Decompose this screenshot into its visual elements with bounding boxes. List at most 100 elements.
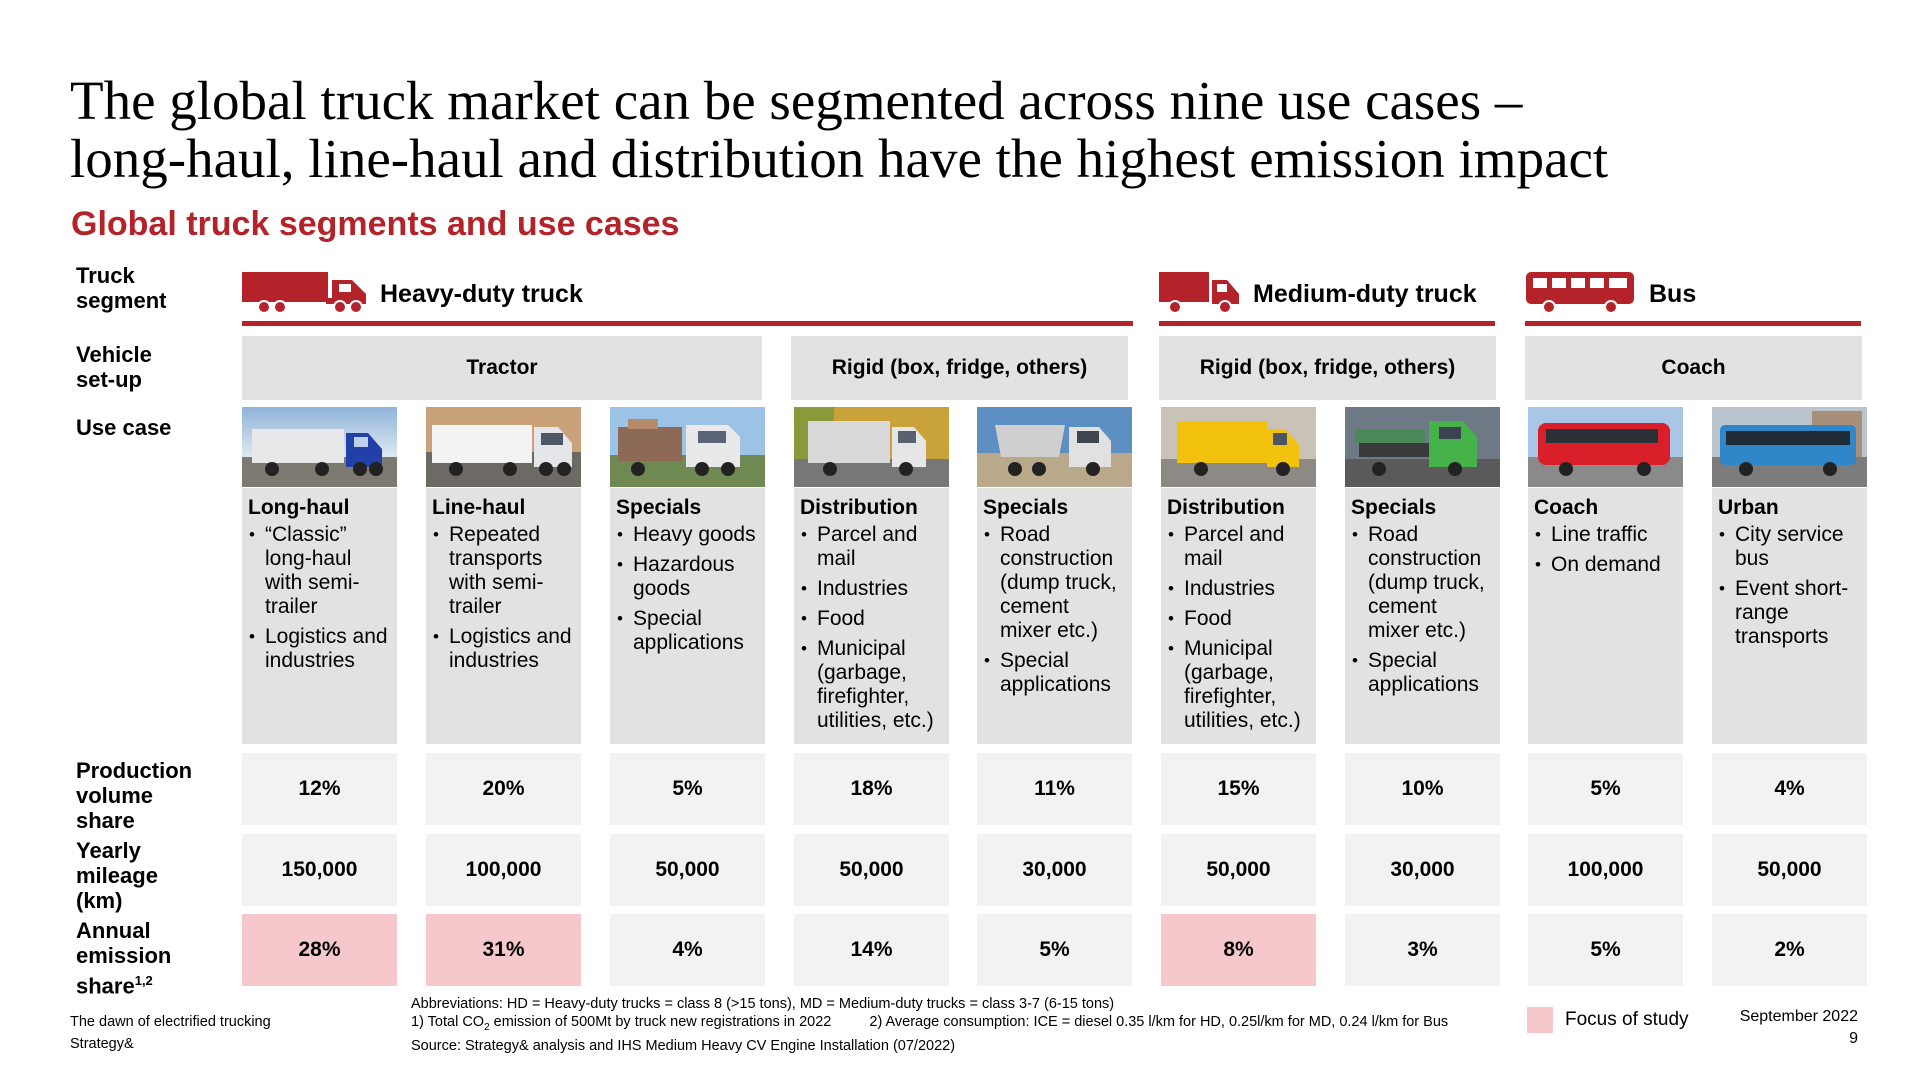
bullet: Special applications (616, 607, 759, 655)
setup-tractor: Tractor (242, 336, 762, 400)
footnote-line: 1) Total CO2 emission of 500Mt by truck … (411, 1014, 1449, 1033)
emission-share-focus: 31% (426, 914, 581, 986)
row-label-mileage: Yearly mileage (km) (76, 838, 158, 913)
use-case-name: Distribution (1167, 496, 1285, 519)
yearly-mileage: 50,000 (610, 834, 765, 906)
use-case-column: Long-haul “Classic” long-haul with semi-… (242, 407, 397, 744)
page-number: 9 (1849, 1030, 1858, 1047)
use-case-box: Specials Heavy goods Hazardous goods Spe… (610, 488, 765, 744)
yearly-mileage: 30,000 (1345, 834, 1500, 906)
emission-share-focus: 28% (242, 914, 397, 986)
yearly-mileage: 30,000 (977, 834, 1132, 906)
use-case-box: Specials Road construction (dump truck, … (977, 488, 1132, 744)
segment-medium-duty: Medium-duty truck (1159, 268, 1495, 326)
abbreviations-note: Abbreviations: HD = Heavy-duty trucks = … (411, 996, 1115, 1012)
segment-label: Medium-duty truck (1253, 280, 1477, 308)
emission-share: 14% (794, 914, 949, 986)
emission-share: 3% (1345, 914, 1500, 986)
brand-name: Strategy& (70, 1036, 134, 1052)
emission-share: 2% (1712, 914, 1867, 986)
use-case-name: Specials (616, 496, 702, 519)
bullet: On demand (1534, 553, 1677, 577)
production-share: 20% (426, 753, 581, 825)
production-share: 18% (794, 753, 949, 825)
use-case-bullets: Line traffic On demand (1534, 523, 1677, 577)
production-share: 10% (1345, 753, 1500, 825)
production-share: 15% (1161, 753, 1316, 825)
line-haul-truck-photo (426, 407, 581, 487)
use-case-column: Line-haul Repeated transports with semi-… (426, 407, 581, 744)
delivery-van-photo (1161, 407, 1316, 487)
production-share: 12% (242, 753, 397, 825)
setup-rigid-medium: Rigid (box, fridge, others) (1159, 336, 1496, 400)
legend: Focus of study (1527, 1007, 1689, 1033)
segment-heavy-duty: Heavy-duty truck (242, 268, 1133, 326)
footer-right: September 2022 9 (1740, 1006, 1858, 1050)
use-case-bullets: Parcel and mail Industries Food Municipa… (800, 523, 943, 733)
bullet: Food (800, 607, 943, 631)
heavy-special-truck-photo (610, 407, 765, 487)
title-line-1: The global truck market can be segmented… (70, 70, 1523, 131)
footer-left: The dawn of electrified trucking Strateg… (70, 1011, 271, 1055)
focus-swatch (1527, 1007, 1553, 1033)
use-case-name: Long-haul (248, 496, 350, 519)
use-case-name: Line-haul (432, 496, 526, 519)
row-label-emission: Annual emission share1,2 (76, 918, 172, 999)
production-share: 5% (1528, 753, 1683, 825)
production-share: 11% (977, 753, 1132, 825)
bullet: Heavy goods (616, 523, 759, 547)
footnotes: Abbreviations: HD = Heavy-duty trucks = … (411, 995, 1448, 1055)
bullet: Municipal (garbage, firefighter, utiliti… (800, 637, 943, 733)
row-label-production: Production volume share (76, 758, 193, 833)
heavy-truck-icon (242, 270, 368, 319)
use-case-box: Specials Road construction (dump truck, … (1345, 488, 1500, 744)
legend-label: Focus of study (1565, 1009, 1689, 1030)
source-note: Source: Strategy& analysis and IHS Mediu… (411, 1037, 956, 1054)
emission-share: 5% (1528, 914, 1683, 986)
date: September 2022 (1739, 1008, 1858, 1025)
use-case-bullets: Road construction (dump truck, cement mi… (1351, 523, 1494, 697)
use-case-bullets: City service bus Event short-range trans… (1718, 523, 1861, 649)
segment-bus: Bus (1525, 268, 1861, 326)
emission-share: 4% (610, 914, 765, 986)
setup-rigid-heavy: Rigid (box, fridge, others) (791, 336, 1128, 400)
use-case-bullets: Repeated transports with semi-trailer Lo… (432, 523, 575, 673)
segment-label: Heavy-duty truck (380, 280, 583, 308)
yearly-mileage: 50,000 (794, 834, 949, 906)
setup-coach: Coach (1525, 336, 1862, 400)
bullet: “Classic” long-haul with semi-trailer (248, 523, 391, 619)
yearly-mileage: 50,000 (1161, 834, 1316, 906)
document-title: The dawn of electrified trucking (70, 1014, 271, 1030)
use-case-column: Distribution Parcel and mail Industries … (794, 407, 949, 744)
yearly-mileage: 100,000 (426, 834, 581, 906)
slide-subtitle: Global truck segments and use cases (71, 205, 680, 243)
use-case-column: Specials Heavy goods Hazardous goods Spe… (610, 407, 765, 744)
use-case-column: Specials Road construction (dump truck, … (977, 407, 1132, 744)
yearly-mileage: 100,000 (1528, 834, 1683, 906)
bullet: Municipal (garbage, firefighter, utiliti… (1167, 637, 1310, 733)
bus-icon (1525, 270, 1637, 319)
bullet: Hazardous goods (616, 553, 759, 601)
use-case-bullets: Parcel and mail Industries Food Municipa… (1167, 523, 1310, 733)
medium-truck-icon (1159, 270, 1241, 319)
long-haul-truck-photo (242, 407, 397, 487)
production-share: 5% (610, 753, 765, 825)
use-case-bullets: Heavy goods Hazardous goods Special appl… (616, 523, 759, 655)
bullet: Parcel and mail (1167, 523, 1310, 571)
use-case-name: Distribution (800, 496, 918, 519)
yearly-mileage: 50,000 (1712, 834, 1867, 906)
use-case-column: Specials Road construction (dump truck, … (1345, 407, 1500, 744)
use-case-box: Line-haul Repeated transports with semi-… (426, 488, 581, 744)
bullet: Food (1167, 607, 1310, 631)
bullet: Road construction (dump truck, cement mi… (983, 523, 1126, 643)
dump-truck-photo (977, 407, 1132, 487)
use-case-column: Coach Line traffic On demand (1528, 407, 1683, 744)
use-case-box: Urban City service bus Event short-range… (1712, 488, 1867, 744)
row-label-use-case: Use case (76, 415, 172, 440)
city-bus-photo (1712, 407, 1867, 487)
bullet: Industries (1167, 577, 1310, 601)
bullet: Logistics and industries (432, 625, 575, 673)
segment-label: Bus (1649, 280, 1697, 308)
use-case-bullets: Road construction (dump truck, cement mi… (983, 523, 1126, 697)
bullet: Special applications (983, 649, 1126, 697)
